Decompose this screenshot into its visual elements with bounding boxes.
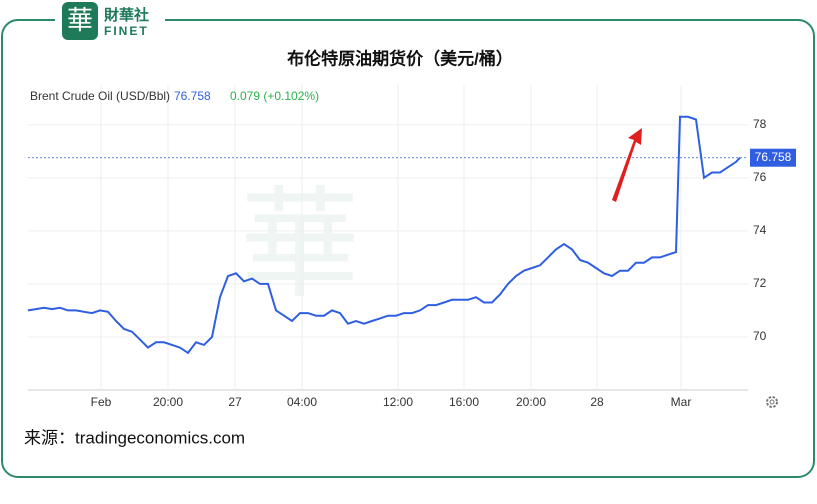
annotation-arrow: [612, 128, 642, 202]
y-tick-label: 78: [753, 117, 767, 131]
y-tick-label: 70: [753, 329, 767, 343]
logo-latin: FINET: [104, 24, 149, 38]
source: 来源：tradingeconomics.com: [24, 428, 245, 447]
card: [1, 19, 815, 478]
y-tick-label: 72: [753, 276, 767, 290]
y-tick-label: 76: [753, 170, 767, 184]
x-tick-label: 12:00: [383, 395, 413, 409]
x-tick-label: 27: [228, 395, 242, 409]
x-tick-label: 28: [590, 395, 604, 409]
legend-value: 76.758: [174, 89, 211, 103]
x-tick-label: Mar: [671, 395, 692, 409]
legend-change: 0.079 (+0.102%): [230, 89, 319, 103]
x-tick-label: 20:00: [153, 395, 183, 409]
chart-title: 布伦特原油期货价（美元/桶）: [287, 48, 513, 68]
y-tick-label: 74: [753, 223, 767, 237]
x-tick-label: 04:00: [287, 395, 317, 409]
price-tag-label: 76.758: [755, 150, 792, 164]
logo-glyph: 華: [67, 6, 93, 36]
legend-name: Brent Crude Oil (USD/Bbl): [30, 89, 170, 103]
x-tick-label: Feb: [91, 395, 112, 409]
price-tag: [750, 148, 796, 167]
watermark: 華: [240, 176, 360, 315]
logo-icon: [62, 2, 98, 40]
price-line: [27, 115, 741, 355]
plot: [28, 85, 748, 391]
x-tick-label: 16:00: [449, 395, 479, 409]
settings-icon[interactable]: [766, 396, 778, 408]
logo-name: 財華社: [103, 6, 149, 24]
x-tick-label: 20:00: [516, 395, 546, 409]
